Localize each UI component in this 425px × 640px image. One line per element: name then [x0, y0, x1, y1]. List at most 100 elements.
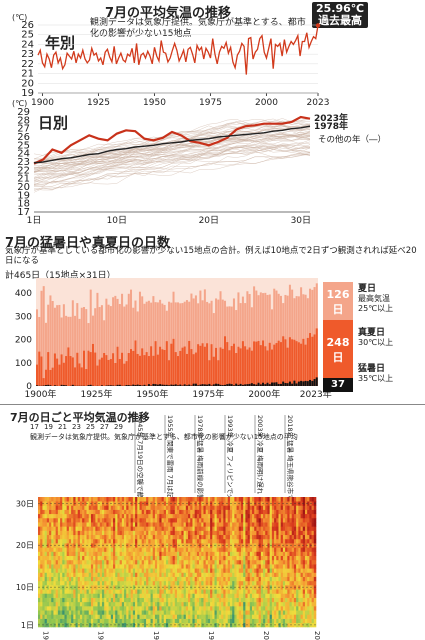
heatmap-cell	[258, 534, 262, 540]
heatmap-cell	[207, 547, 211, 552]
heatmap-cell	[212, 576, 215, 582]
heatmap-cell	[181, 564, 184, 569]
bar-summer-day	[210, 300, 213, 386]
heatmap-cell	[174, 606, 178, 611]
heatmap-cell	[165, 513, 169, 519]
heatmap-cell	[179, 572, 182, 577]
heatmap-cell	[86, 513, 90, 519]
heatmap-cell	[143, 559, 147, 565]
heatmap-cell	[216, 585, 220, 590]
heatmap-cell	[51, 551, 54, 557]
heatmap-cell	[194, 601, 198, 607]
heatmap-cell	[258, 601, 262, 607]
heatmap-cell	[212, 534, 215, 540]
heatmap-cell	[296, 513, 299, 519]
heatmap-cell	[137, 593, 140, 598]
heatmap-cell	[62, 555, 65, 561]
heatmap-cell	[232, 601, 235, 607]
heatmap-cell	[223, 580, 226, 586]
heatmap-cell	[97, 551, 101, 557]
heatmap-cell	[117, 513, 120, 519]
daily-y-unit: (℃)	[12, 99, 27, 108]
heatmap-scale-tick: 21	[58, 423, 67, 431]
heatmap-cell	[104, 576, 107, 582]
heatmap-cell	[289, 572, 293, 577]
heatmap-cell	[141, 580, 145, 586]
heatmap-cell	[150, 601, 154, 607]
heatmap-cell	[263, 513, 266, 519]
heatmap-cell	[40, 618, 43, 624]
legend-midsummer-label: 真夏日	[358, 328, 386, 338]
heatmap-cell	[177, 568, 180, 573]
heatmap-cell	[130, 564, 134, 569]
heatmap-cell	[203, 572, 206, 577]
heatmap-cell	[188, 597, 191, 603]
bars-y-tick: 200	[15, 336, 32, 346]
heatmap-cell	[88, 601, 92, 607]
heatmap-cell	[132, 555, 136, 561]
heatmap-cell	[216, 580, 220, 586]
heatmap-cell	[99, 559, 103, 565]
heatmap-cell	[285, 606, 288, 611]
heatmap-cell	[143, 622, 147, 628]
heatmap-cell	[291, 513, 295, 519]
heatmap-annotation: 1993年 冷夏 フィリピンで火山噴火の影響	[226, 415, 235, 540]
heatmap-cell	[46, 610, 50, 615]
heatmap-cell	[196, 555, 200, 561]
heatmap-cell	[302, 522, 306, 527]
heatmap-cell	[192, 513, 195, 519]
heatmap-cell	[201, 614, 204, 619]
heatmap-cell	[274, 597, 277, 603]
heatmap-cell	[55, 509, 59, 515]
heatmap-cell	[260, 547, 264, 552]
heatmap-cell	[236, 513, 240, 519]
heatmap-cell	[263, 547, 266, 552]
heatmap-cell	[57, 572, 61, 577]
heatmap-cell	[307, 543, 310, 548]
heatmap-cell	[40, 513, 43, 519]
heatmap-cell	[232, 497, 235, 502]
heatmap-cell	[53, 593, 56, 598]
heatmap-cell	[150, 568, 154, 573]
heatmap-cell	[232, 597, 235, 603]
heatmap-cell	[88, 501, 92, 506]
heatmap-cell	[313, 564, 317, 569]
heatmap-cell	[101, 618, 105, 624]
heatmap-cell	[38, 555, 41, 561]
heatmap-cell	[146, 547, 149, 552]
heatmap-cell	[124, 517, 127, 523]
heatmap-cell	[227, 534, 231, 540]
heatmap-cell	[99, 538, 103, 544]
heatmap-cell	[128, 618, 131, 624]
bar-extreme-day	[291, 383, 294, 386]
heatmap-cell	[309, 497, 312, 502]
heatmap-cell	[282, 522, 286, 527]
heatmap-cell	[190, 589, 193, 594]
bar-summer-day	[215, 298, 218, 386]
heatmap-cell	[179, 606, 182, 611]
heatmap-cell	[216, 572, 220, 577]
heatmap-cell	[249, 610, 253, 615]
heatmap-cell	[302, 509, 306, 515]
heatmap-cell	[227, 618, 231, 624]
heatmap-cell	[104, 526, 107, 531]
heatmap-cell	[271, 564, 275, 569]
heatmap-cell	[88, 618, 92, 624]
heatmap-cell	[278, 564, 281, 569]
heatmap-cell	[161, 538, 165, 544]
heatmap-cell	[238, 517, 242, 523]
bar-summer-day	[257, 295, 260, 386]
heatmap-cell	[229, 505, 233, 510]
heatmap-cell	[157, 551, 160, 557]
legend-extreme-day: 37	[323, 378, 353, 392]
heatmap-cell	[252, 517, 255, 523]
heatmap-cell	[113, 606, 116, 611]
heatmap-annotation: 2018年 猛暑 埼玉県熊谷市で41.1℃を記録	[286, 415, 295, 542]
heatmap-cell	[137, 530, 140, 536]
heatmap-cell	[285, 547, 288, 552]
bar-summer-day	[172, 291, 175, 386]
heatmap-cell	[212, 568, 215, 573]
heatmap-cell	[311, 568, 315, 573]
heatmap-cell	[254, 568, 257, 573]
